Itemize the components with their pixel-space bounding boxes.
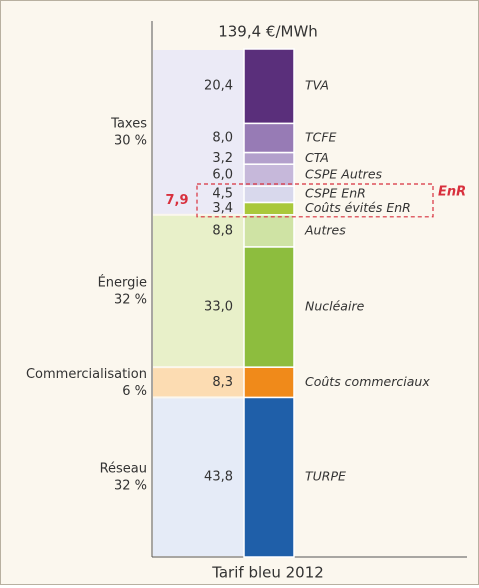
segment-name: TCFE [305, 129, 337, 144]
group-share: 30 % [114, 133, 147, 148]
group-band [153, 398, 244, 556]
group-band [153, 50, 244, 214]
bar-segment [243, 122, 295, 154]
bar-segment [243, 48, 295, 125]
value-label: 8,8 [212, 223, 233, 238]
group-share: 32 % [114, 292, 147, 307]
value-label: 4,5 [212, 187, 233, 202]
segment-name: TVA [305, 78, 329, 93]
segment-name: Autres [304, 222, 346, 237]
value-label: 8,3 [212, 375, 233, 390]
bar-segment [243, 246, 295, 368]
segment-name: Nucléaire [305, 299, 365, 314]
segment-name: CSPE EnR [305, 186, 366, 201]
value-label: 3,2 [212, 151, 233, 166]
segment-name: Coûts évités EnR [305, 200, 411, 215]
group-band [153, 215, 244, 367]
annotation-box [196, 183, 434, 218]
segment-name: TURPE [305, 469, 346, 484]
bar-segment [243, 185, 295, 204]
value-label: 8,0 [212, 130, 233, 145]
annotation-label: EnR [438, 185, 466, 200]
value-label: 33,0 [204, 300, 233, 315]
group-share: 32 % [114, 479, 147, 494]
chart-title: 139,4 €/MWh [218, 23, 318, 41]
x-axis-label: Tarif bleu 2012 [211, 564, 324, 582]
group-label: Commercialisation [26, 367, 147, 382]
segment-name: CTA [305, 150, 329, 165]
bar-segment [243, 214, 295, 248]
value-label: 3,4 [212, 201, 233, 216]
bar-segment [243, 151, 295, 165]
value-label: 20,4 [204, 79, 233, 94]
group-label: Réseau [100, 462, 147, 477]
bar-segment [243, 163, 295, 187]
value-label: 43,8 [204, 470, 233, 485]
bar-segment [243, 201, 295, 216]
bar-segment [243, 396, 295, 558]
value-label: 6,0 [212, 168, 233, 183]
bar-segment [243, 366, 295, 399]
segment-name: CSPE Autres [305, 167, 383, 182]
group-share: 6 % [122, 384, 147, 399]
segment-name: Coûts commerciaux [305, 374, 430, 389]
group-label: Énergie [98, 274, 147, 290]
group-band [153, 368, 244, 397]
annotation-value: 7,9 [165, 193, 188, 208]
group-label: Taxes [110, 116, 147, 131]
